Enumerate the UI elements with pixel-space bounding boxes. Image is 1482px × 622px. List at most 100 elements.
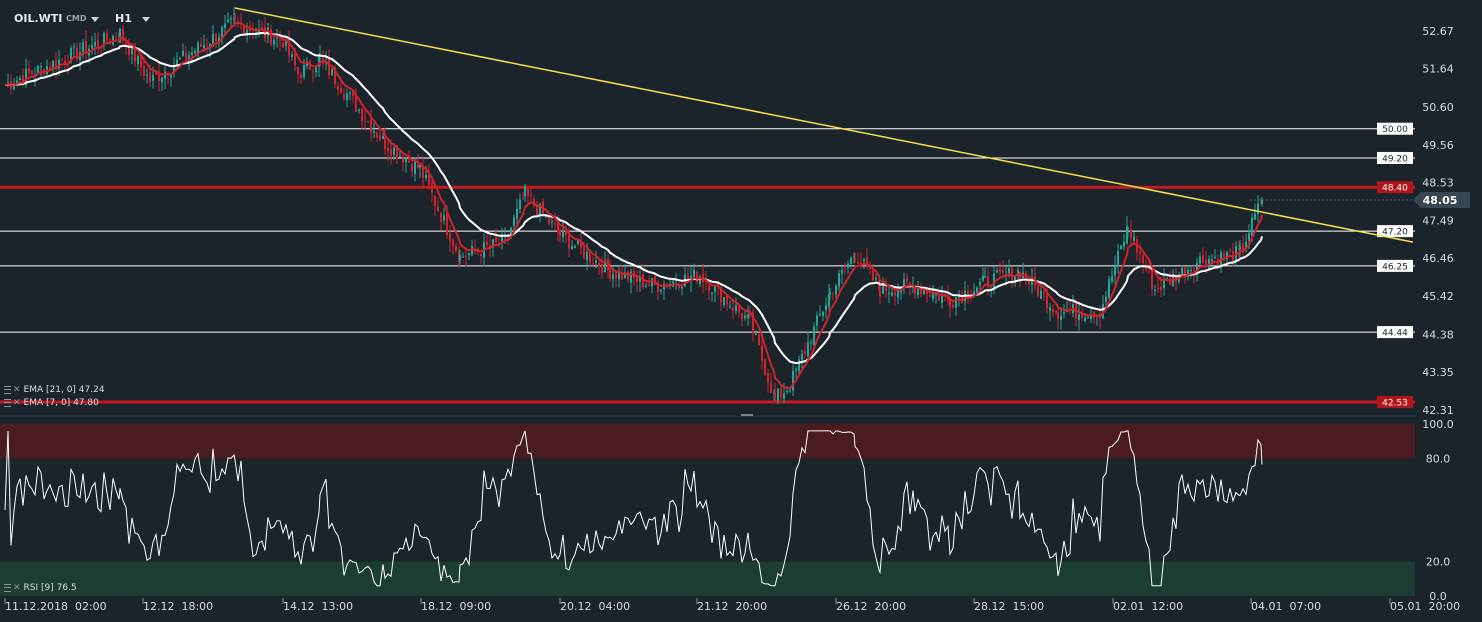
candle — [926, 286, 928, 303]
candle-body — [1011, 267, 1013, 282]
candle-body — [941, 295, 943, 304]
timeframe-dropdown-icon[interactable] — [142, 17, 150, 22]
market-dropdown-icon[interactable] — [91, 17, 99, 22]
candle — [941, 285, 943, 309]
candle-body — [495, 237, 497, 243]
candle-body — [94, 41, 96, 47]
candle-body — [85, 40, 87, 54]
candle-body — [720, 288, 722, 303]
candle — [645, 282, 647, 288]
candle — [807, 331, 809, 362]
candle — [119, 27, 121, 44]
close-icon[interactable]: ✕ — [13, 583, 21, 593]
candle — [1172, 269, 1174, 288]
candle — [367, 120, 369, 123]
candle — [405, 156, 407, 173]
candle — [480, 253, 482, 264]
candle — [364, 110, 366, 131]
price-tick-label: 42.31 — [1422, 404, 1454, 417]
ema21-indicator-label[interactable]: ✕ EMA [21, 0] 47.24 — [4, 385, 105, 395]
candle-body — [49, 67, 51, 70]
candle — [562, 219, 564, 243]
candle — [1229, 247, 1231, 254]
candle — [358, 108, 360, 114]
candle-body — [1111, 276, 1113, 282]
candle-body — [1245, 241, 1247, 249]
candle-body — [373, 131, 375, 134]
candle-body — [1043, 291, 1045, 294]
candle-body — [203, 44, 205, 49]
candle — [726, 294, 728, 311]
candle-body — [364, 120, 366, 122]
candle-body — [1187, 269, 1189, 277]
candle — [982, 267, 984, 283]
candle-body — [402, 158, 404, 163]
candle-body — [761, 345, 763, 361]
rsi-tick-label: 100.0 — [1422, 418, 1454, 431]
candle-body — [1142, 255, 1144, 264]
level-tag-label: 50.00 — [1382, 125, 1408, 135]
candle — [636, 270, 638, 293]
candle-body — [437, 207, 439, 211]
candle-body — [819, 314, 821, 316]
candle — [1108, 275, 1110, 302]
candle-body — [952, 304, 954, 308]
candle-body — [987, 276, 989, 287]
candle-body — [143, 66, 145, 76]
timeframe-label[interactable]: H1 — [115, 12, 132, 25]
candle-body — [480, 253, 482, 257]
candle — [527, 187, 529, 205]
candle — [1114, 255, 1116, 285]
candle-body — [755, 333, 757, 335]
candle — [559, 227, 561, 243]
candle-body — [73, 46, 75, 48]
candle-body — [648, 284, 650, 286]
symbol-label[interactable]: OIL.WTI — [14, 12, 63, 25]
candle-body — [723, 297, 725, 306]
candle-body — [1055, 310, 1057, 313]
candle — [455, 242, 457, 253]
close-icon[interactable]: ✕ — [13, 385, 21, 395]
candle-body — [863, 259, 865, 262]
menu-icon[interactable] — [4, 583, 11, 592]
price-tick-label: 52.67 — [1422, 25, 1454, 38]
candle-body — [696, 272, 698, 283]
candle-body — [1008, 268, 1010, 277]
candle-body — [777, 388, 779, 401]
rsi-indicator-label[interactable]: ✕ RSI [9] 76.5 — [4, 583, 77, 593]
candle-body — [243, 25, 245, 34]
candle — [315, 65, 317, 78]
candle-body — [935, 293, 937, 296]
candle-body — [224, 23, 226, 28]
candle — [1239, 239, 1241, 258]
candle-body — [1133, 236, 1135, 241]
candle-body — [875, 277, 877, 280]
candle-body — [1205, 260, 1207, 268]
candle-body — [639, 275, 641, 282]
menu-icon[interactable] — [4, 385, 11, 394]
candle-body — [331, 69, 333, 76]
candle — [595, 250, 597, 269]
candle — [384, 127, 386, 155]
candle-body — [179, 58, 181, 60]
candle — [61, 58, 63, 62]
candle-body — [1223, 253, 1225, 258]
menu-icon[interactable] — [4, 398, 11, 407]
candle-body — [735, 305, 737, 312]
candle-body — [19, 78, 21, 81]
candle — [361, 107, 363, 130]
candle-body — [609, 269, 611, 280]
candle — [822, 310, 824, 321]
candle-body — [76, 47, 78, 59]
ema7-indicator-label[interactable]: ✕ EMA [7, 0] 47.80 — [4, 398, 99, 408]
candle-body — [462, 256, 464, 258]
candle-body — [705, 281, 707, 283]
candle-body — [1163, 279, 1165, 288]
candle — [355, 87, 357, 112]
candle-body — [70, 48, 72, 63]
candle — [334, 64, 336, 88]
close-icon[interactable]: ✕ — [13, 398, 21, 408]
candle-body — [64, 60, 66, 64]
candle-body — [367, 121, 369, 123]
